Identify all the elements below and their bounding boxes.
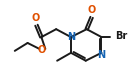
Text: O: O [37,45,45,55]
Text: Br: Br [115,31,128,41]
Text: N: N [67,32,75,42]
Text: O: O [87,5,96,15]
Text: N: N [97,50,106,60]
Text: O: O [31,13,40,23]
